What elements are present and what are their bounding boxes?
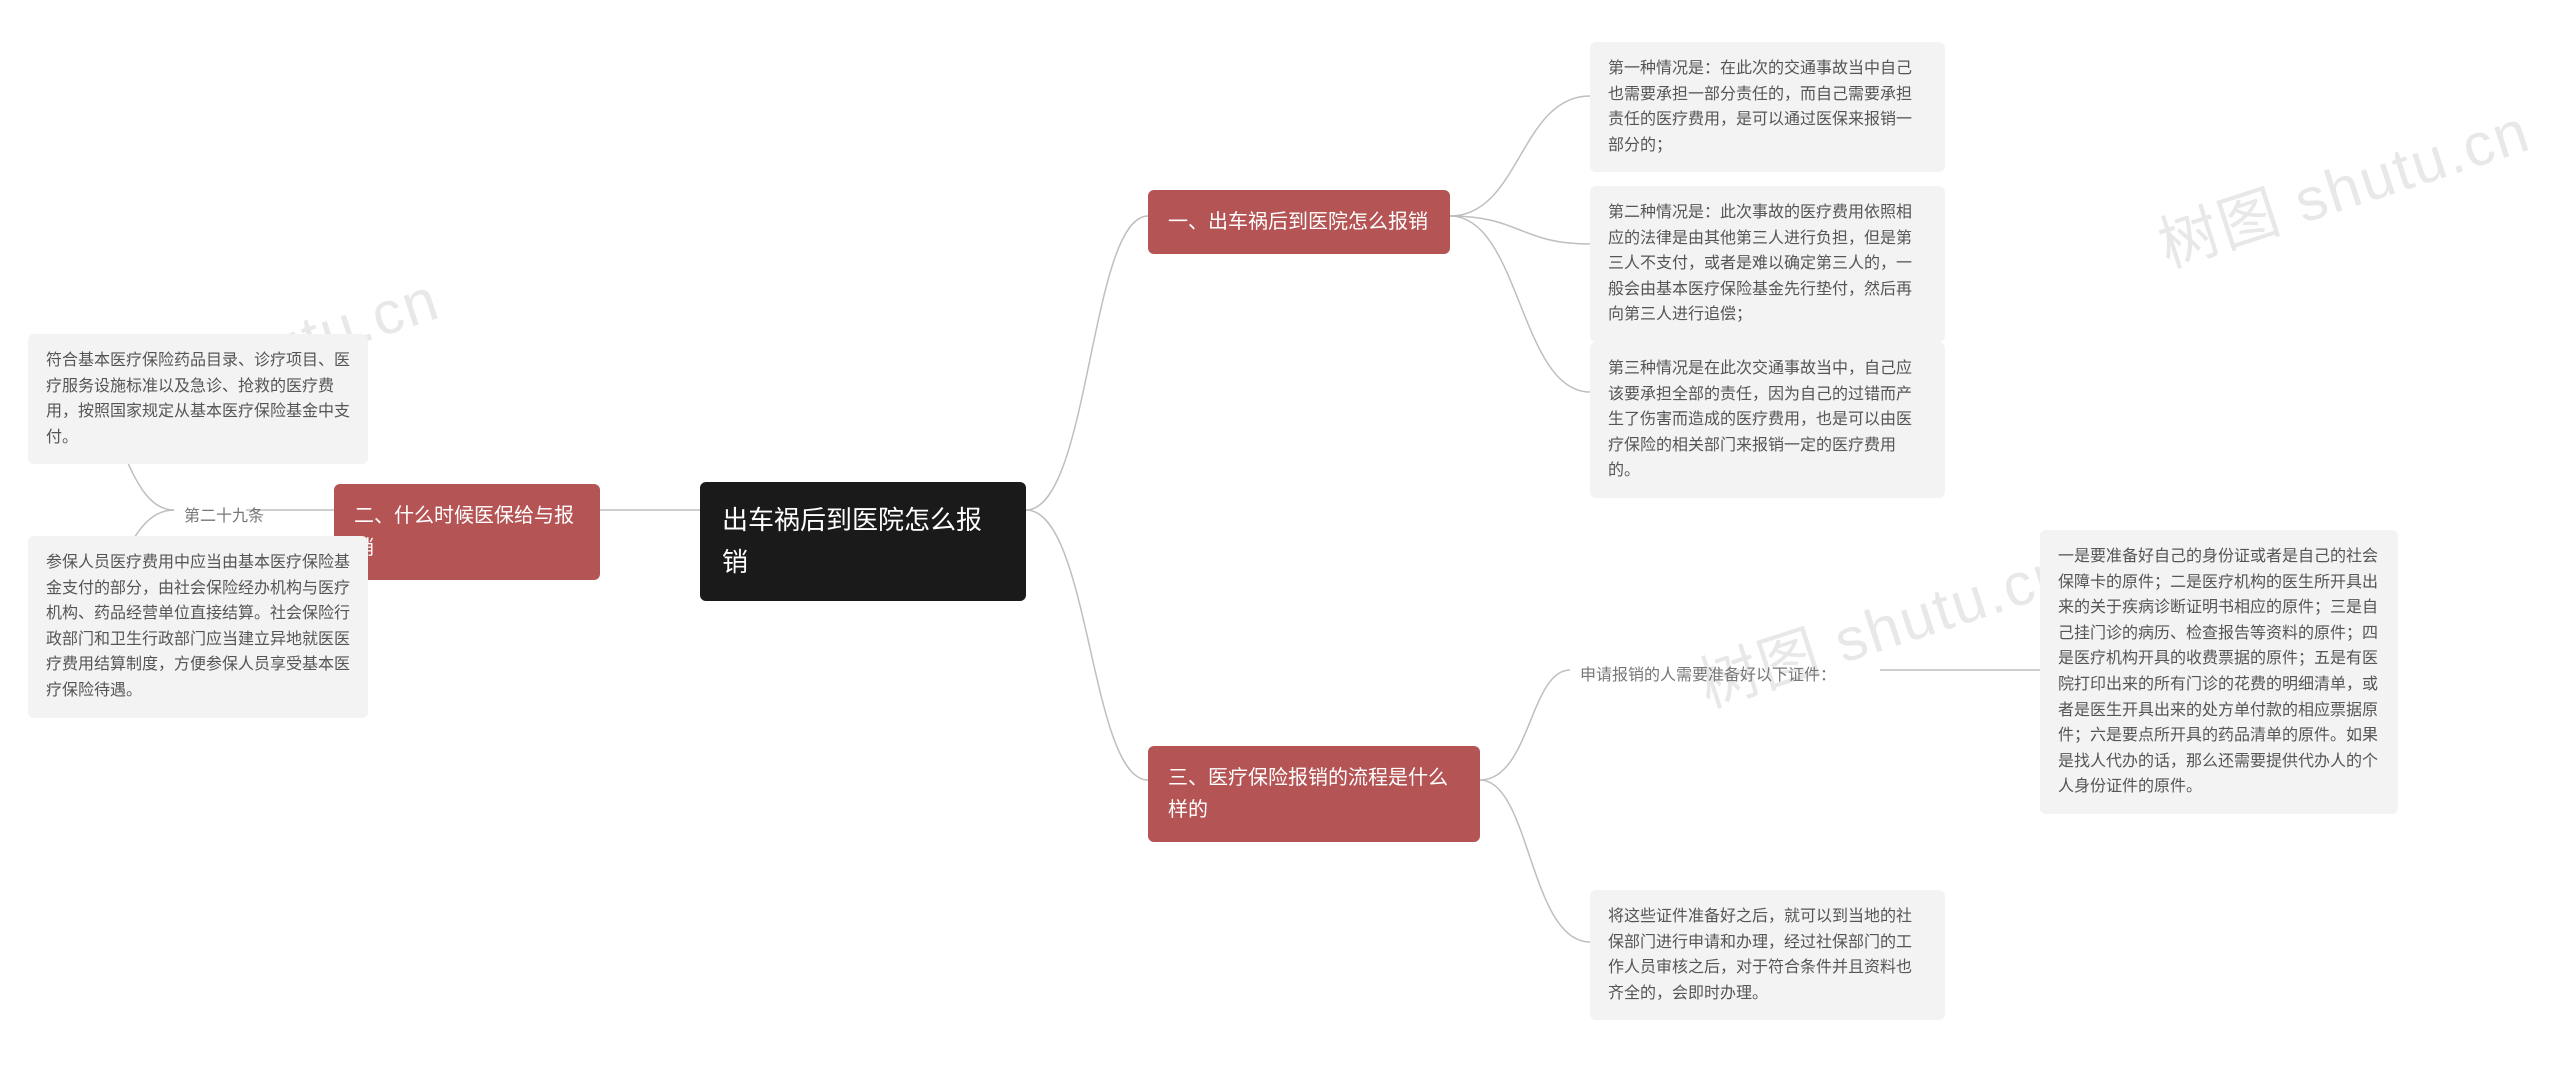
- branch-label: 一、出车祸后到医院怎么报销: [1168, 211, 1428, 233]
- leaf-text: 第一种情况是：在此次的交通事故当中自己也需要承担一部分责任的，而自己需要承担责任…: [1608, 60, 1912, 154]
- watermark: 树图 shutu.cn: [2146, 83, 2540, 285]
- watermark: 树图 shutu.cn: [1686, 523, 2080, 725]
- sub-label: 第二十九条: [174, 496, 274, 532]
- branch-label: 三、医疗保险报销的流程是什么样的: [1168, 767, 1448, 821]
- root-label: 出车祸后到医院怎么报销: [722, 505, 982, 577]
- leaf-node: 参保人员医疗费用中应当由基本医疗保险基金支付的部分，由社会保险经办机构与医疗机构…: [28, 536, 368, 718]
- branch-node: 二、什么时候医保给与报销: [334, 484, 600, 580]
- leaf-text: 将这些证件准备好之后，就可以到当地的社保部门进行申请和办理，经过社保部门的工作人…: [1608, 908, 1912, 1002]
- leaf-text: 参保人员医疗费用中应当由基本医疗保险基金支付的部分，由社会保险经办机构与医疗机构…: [46, 554, 350, 699]
- leaf-node: 第一种情况是：在此次的交通事故当中自己也需要承担一部分责任的，而自己需要承担责任…: [1590, 42, 1945, 172]
- leaf-node: 将这些证件准备好之后，就可以到当地的社保部门进行申请和办理，经过社保部门的工作人…: [1590, 890, 1945, 1020]
- branch-node: 三、医疗保险报销的流程是什么样的: [1148, 746, 1480, 842]
- leaf-text: 一是要准备好自己的身份证或者是自己的社会保障卡的原件；二是医疗机构的医生所开具出…: [2058, 548, 2378, 795]
- leaf-text: 第二种情况是：此次事故的医疗费用依照相应的法律是由其他第三人进行负担，但是第三人…: [1608, 204, 1912, 323]
- root-node: 出车祸后到医院怎么报销: [700, 482, 1026, 601]
- leaf-node: 一是要准备好自己的身份证或者是自己的社会保障卡的原件；二是医疗机构的医生所开具出…: [2040, 530, 2398, 814]
- branch-node: 一、出车祸后到医院怎么报销: [1148, 190, 1450, 254]
- branch-label: 二、什么时候医保给与报销: [354, 505, 574, 559]
- sub-label: 申请报销的人需要准备好以下证件：: [1570, 655, 1880, 691]
- leaf-text: 符合基本医疗保险药品目录、诊疗项目、医疗服务设施标准以及急诊、抢救的医疗费用，按…: [46, 352, 350, 446]
- leaf-node: 第二种情况是：此次事故的医疗费用依照相应的法律是由其他第三人进行负担，但是第三人…: [1590, 186, 1945, 342]
- leaf-node: 符合基本医疗保险药品目录、诊疗项目、医疗服务设施标准以及急诊、抢救的医疗费用，按…: [28, 334, 368, 464]
- sublabel-text: 申请报销的人需要准备好以下证件：: [1580, 667, 1836, 684]
- leaf-text: 第三种情况是在此次交通事故当中，自己应该要承担全部的责任，因为自己的过错而产生了…: [1608, 360, 1912, 479]
- sublabel-text: 第二十九条: [184, 508, 264, 525]
- leaf-node: 第三种情况是在此次交通事故当中，自己应该要承担全部的责任，因为自己的过错而产生了…: [1590, 342, 1945, 498]
